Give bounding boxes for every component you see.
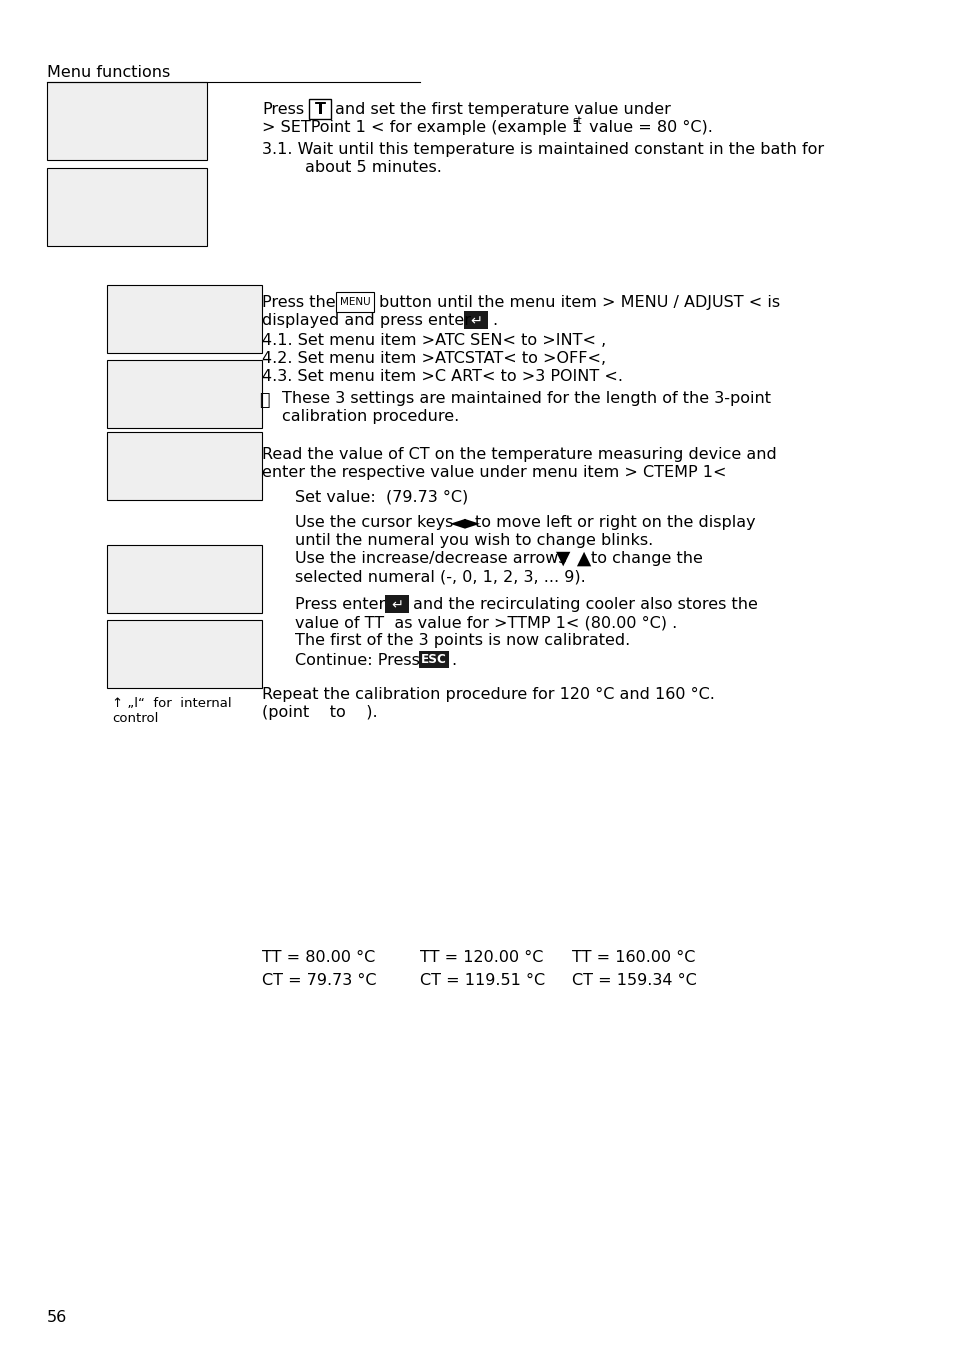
- Text: ESC: ESC: [420, 653, 446, 666]
- Text: ↑ „l“  for  internal
control: ↑ „l“ for internal control: [112, 697, 232, 725]
- Text: 56: 56: [47, 1310, 67, 1325]
- Text: 3.1. Wait until this temperature is maintained constant in the bath for: 3.1. Wait until this temperature is main…: [262, 142, 823, 157]
- Text: Set value:  (79.73 °C): Set value: (79.73 °C): [294, 489, 468, 504]
- Text: ▼ ▲: ▼ ▲: [556, 549, 591, 567]
- Text: > SETPoint 1 < for example (example 1: > SETPoint 1 < for example (example 1: [262, 120, 581, 135]
- Bar: [418, 651, 449, 667]
- Text: TT = 80.00 °C: TT = 80.00 °C: [262, 950, 375, 965]
- Bar: [47, 82, 207, 159]
- Bar: [107, 620, 262, 688]
- Text: and the recirculating cooler also stores the: and the recirculating cooler also stores…: [413, 597, 757, 612]
- Text: about 5 minutes.: about 5 minutes.: [305, 159, 441, 176]
- Bar: [309, 99, 331, 119]
- Text: TT = 160.00 °C: TT = 160.00 °C: [572, 950, 695, 965]
- Bar: [107, 285, 262, 353]
- Text: Press enter: Press enter: [294, 597, 385, 612]
- Text: Read the value of CT on the temperature measuring device and: Read the value of CT on the temperature …: [262, 447, 776, 462]
- Text: to change the: to change the: [590, 551, 702, 566]
- Text: ↵: ↵: [470, 313, 481, 328]
- Text: CT = 159.34 °C: CT = 159.34 °C: [572, 973, 696, 988]
- Text: value = 80 °C).: value = 80 °C).: [583, 120, 712, 135]
- Bar: [107, 544, 262, 613]
- Text: button until the menu item > MENU / ADJUST < is: button until the menu item > MENU / ADJU…: [378, 295, 780, 309]
- Text: displayed and press enter: displayed and press enter: [262, 313, 471, 328]
- Text: CT = 79.73 °C: CT = 79.73 °C: [262, 973, 376, 988]
- Bar: [107, 359, 262, 428]
- Text: .: .: [492, 313, 497, 328]
- Text: until the numeral you wish to change blinks.: until the numeral you wish to change bli…: [294, 534, 653, 549]
- Text: ◄►: ◄►: [450, 513, 480, 532]
- Text: Press: Press: [262, 101, 304, 118]
- Bar: [47, 168, 207, 246]
- Text: and set the first temperature value under: and set the first temperature value unde…: [335, 101, 670, 118]
- Text: to move left or right on the display: to move left or right on the display: [475, 515, 755, 530]
- Text: calibration procedure.: calibration procedure.: [282, 409, 458, 424]
- Bar: [385, 594, 409, 613]
- Text: selected numeral (-, 0, 1, 2, 3, ... 9).: selected numeral (-, 0, 1, 2, 3, ... 9).: [294, 569, 585, 584]
- Text: Menu functions: Menu functions: [47, 65, 170, 80]
- Text: Repeat the calibration procedure for 120 °C and 160 °C.: Repeat the calibration procedure for 120…: [262, 688, 714, 703]
- Text: enter the respective value under menu item > CTEMP 1<: enter the respective value under menu it…: [262, 465, 726, 480]
- Text: The first of the 3 points is now calibrated.: The first of the 3 points is now calibra…: [294, 634, 630, 648]
- Text: st: st: [572, 116, 581, 126]
- Text: Use the increase/decrease arrows: Use the increase/decrease arrows: [294, 551, 566, 566]
- Text: value of TT  as value for >TTMP 1< (80.00 °C) .: value of TT as value for >TTMP 1< (80.00…: [294, 615, 677, 630]
- Text: ↵: ↵: [391, 598, 402, 612]
- Text: CT = 119.51 °C: CT = 119.51 °C: [419, 973, 544, 988]
- Text: These 3 settings are maintained for the length of the 3-point: These 3 settings are maintained for the …: [282, 390, 770, 407]
- Text: Use the cursor keys: Use the cursor keys: [294, 515, 453, 530]
- Text: Continue: Press: Continue: Press: [294, 653, 419, 667]
- Text: 4.1. Set menu item >ATC SEN< to >INT< ,: 4.1. Set menu item >ATC SEN< to >INT< ,: [262, 332, 605, 349]
- Bar: [335, 292, 374, 312]
- Bar: [107, 432, 262, 500]
- Text: (point    to    ).: (point to ).: [262, 705, 377, 720]
- Text: TT = 120.00 °C: TT = 120.00 °C: [419, 950, 543, 965]
- Text: Press the: Press the: [262, 295, 335, 309]
- Bar: [463, 311, 488, 330]
- Text: 4.2. Set menu item >ATCSTAT< to >OFF<,: 4.2. Set menu item >ATCSTAT< to >OFF<,: [262, 351, 605, 366]
- Text: 4.3. Set menu item >C ART< to >3 POINT <.: 4.3. Set menu item >C ART< to >3 POINT <…: [262, 369, 622, 384]
- Text: ⓘ: ⓘ: [258, 390, 269, 409]
- Text: T: T: [314, 101, 325, 116]
- Text: .: .: [451, 653, 456, 667]
- Text: MENU: MENU: [339, 297, 370, 307]
